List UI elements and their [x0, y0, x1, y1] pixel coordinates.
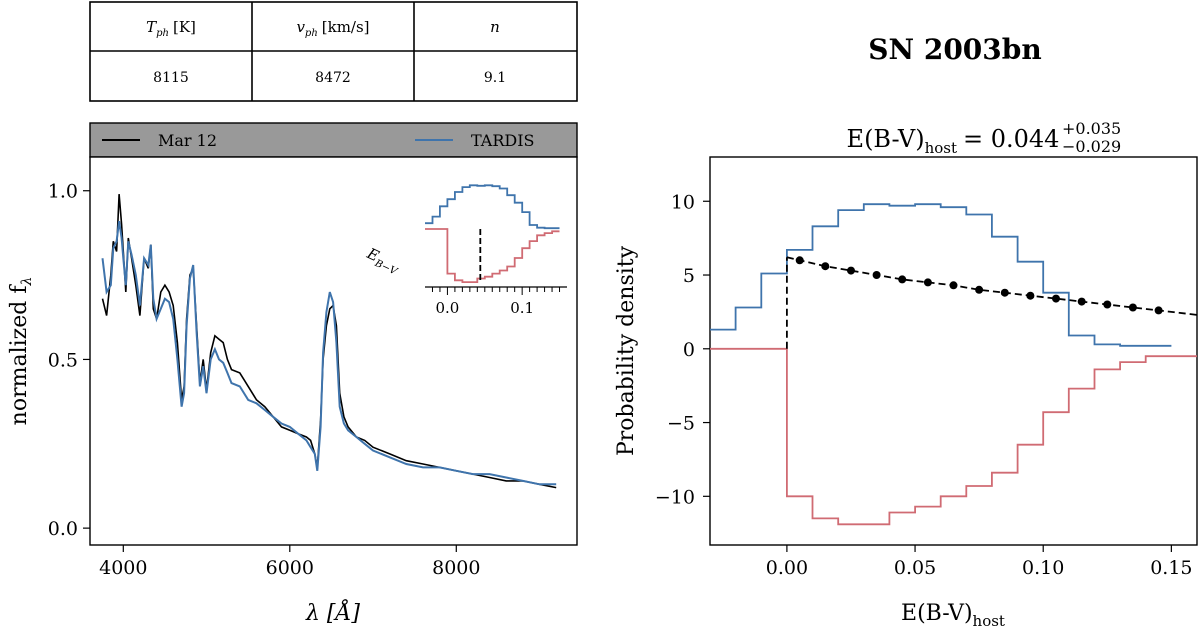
posterior-subtitle: E(B-V)host = 0.044 [847, 125, 1060, 157]
spectrum-y-axis-label: normalized fλ [7, 277, 35, 426]
table-value-velocity: 8472 [315, 70, 351, 86]
inset-tick-label: 0.1 [510, 299, 534, 317]
posterior-y-axis-label: Probability density [614, 245, 639, 456]
posterior-x-tick-label: 0.10 [1022, 557, 1064, 579]
prior-curve [786, 256, 1198, 316]
prior-point [1000, 288, 1009, 297]
posterior-y-tick-label: −5 [667, 413, 695, 435]
table-header-temperature: Tph [K] [146, 18, 196, 39]
posterior-y-tick-label: −10 [655, 486, 695, 508]
prior-point [1128, 303, 1137, 312]
table-value-temperature: 8115 [153, 70, 189, 86]
posterior-subtitle-upper-error: +0.035 [1062, 119, 1121, 138]
posterior-panel: SN 2003bn E(B-V)host = 0.044 +0.035 −0.02… [614, 33, 1198, 630]
spectrum-series-model [101, 220, 557, 486]
posterior-y-tick-label: 10 [671, 191, 695, 213]
spectrum-x-tick-label: 4000 [99, 557, 147, 579]
spectrum-panel: 4000 6000 8000 0.0 0.5 1.0 λ [Å] normalized … [7, 156, 578, 626]
prior-point [1103, 300, 1112, 309]
posterior-x-tick-label: 0.00 [766, 557, 808, 579]
inset-tick-label: 0.0 [435, 299, 459, 317]
legend-label-observed: Mar 12 [158, 131, 217, 150]
spectrum-legend: Mar 12 TARDIS [89, 122, 578, 158]
spectrum-x-tick-label: 6000 [266, 557, 314, 579]
table-header-velocity: vph [km/s] [296, 18, 369, 39]
posterior-x-tick-label: 0.05 [894, 557, 936, 579]
prior-point [847, 266, 855, 275]
posterior-subtitle-lower-error: −0.029 [1062, 137, 1121, 156]
prior-point [1026, 291, 1035, 300]
params-table: Tph [K] vph [km/s] n 8115 8472 9.1 [89, 1, 578, 102]
posterior-axes-frame [709, 156, 1198, 546]
table-value-n: 9.1 [484, 70, 506, 86]
table-header-n: n [490, 18, 500, 36]
prior-point [975, 285, 984, 294]
spectrum-y-tick-label: 0.5 [48, 349, 78, 371]
spectrum-axes-frame [89, 156, 578, 546]
spectrum-series-observed [101, 194, 557, 489]
prior-point [872, 271, 881, 279]
prior-point [898, 275, 907, 284]
legend-label-model: TARDIS [471, 131, 535, 150]
prior-point [923, 278, 932, 287]
spectrum-y-tick-label: 0.0 [48, 518, 78, 540]
prior-point [1052, 294, 1060, 303]
posterior-x-axis-label: E(B-V)host [901, 601, 1005, 630]
spectrum-x-axis-label: λ [Å] [305, 598, 360, 626]
posterior-y-tick-label: 0 [683, 339, 695, 361]
inset-lower-histogram [425, 228, 560, 283]
posterior-title: SN 2003bn [868, 33, 1041, 66]
posterior-lower-histogram [710, 347, 1197, 526]
inset-upper-histogram [425, 184, 560, 230]
prior-point [949, 281, 958, 290]
prior-point [1077, 297, 1086, 306]
spectrum-x-tick-label: 8000 [432, 557, 480, 579]
spectrum-y-tick-label: 1.0 [48, 181, 78, 203]
posterior-x-tick-label: 0.15 [1150, 557, 1192, 579]
prior-point [795, 256, 804, 265]
prior-point [821, 262, 830, 271]
prior-point [1154, 306, 1163, 315]
posterior-y-tick-label: 5 [683, 265, 695, 287]
